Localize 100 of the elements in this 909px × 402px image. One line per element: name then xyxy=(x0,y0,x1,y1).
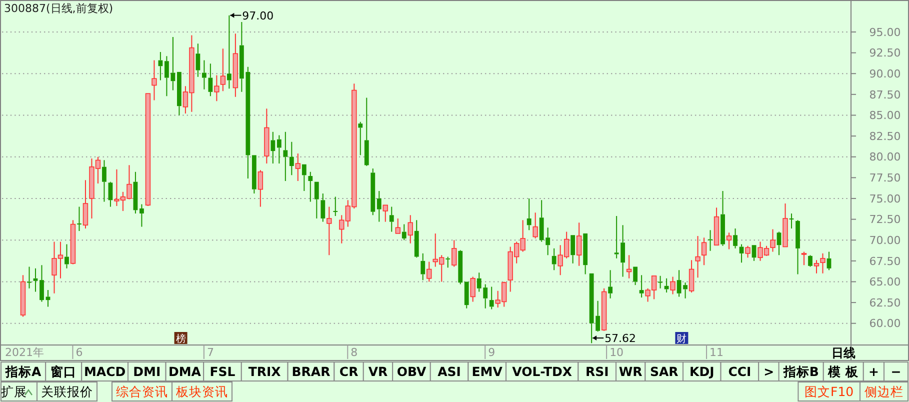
candlestick xyxy=(376,190,382,222)
candlestick xyxy=(714,207,720,246)
x-tick-label: 11 xyxy=(710,346,724,359)
text: MACD xyxy=(84,364,126,379)
y-tick-label: 70.00 xyxy=(869,234,901,247)
candlestick xyxy=(308,171,313,202)
candlestick xyxy=(420,252,426,281)
text: RSI xyxy=(585,364,609,379)
candlestick xyxy=(270,131,276,164)
candlestick xyxy=(232,33,238,98)
y-tick-label: 67.50 xyxy=(869,254,901,268)
candlestick xyxy=(140,204,144,228)
text: CCI xyxy=(728,364,752,379)
candlestick xyxy=(776,231,782,256)
text: VR xyxy=(368,364,388,379)
candlestick xyxy=(389,206,394,232)
candlestick xyxy=(102,160,106,202)
candlestick xyxy=(370,168,376,216)
text: TRIX xyxy=(248,364,282,379)
candlestick xyxy=(326,206,332,256)
text: 综合资讯 xyxy=(116,384,168,399)
y-tick-label: 87.50 xyxy=(869,88,901,102)
candlestick xyxy=(133,171,138,214)
candlestick xyxy=(314,182,319,219)
text: 指标B xyxy=(782,364,819,379)
candlestick xyxy=(145,93,151,206)
candlestick xyxy=(633,266,638,286)
candlestick xyxy=(320,192,326,222)
candlestick xyxy=(295,153,301,182)
text: KDJ xyxy=(690,364,714,379)
candlestick xyxy=(82,180,88,229)
text: > xyxy=(764,364,774,379)
candlestick xyxy=(46,290,50,308)
candlestick xyxy=(608,270,613,299)
y-tick-label: 75.00 xyxy=(869,192,901,206)
candlestick xyxy=(701,237,707,266)
candlestick xyxy=(683,282,688,299)
annotation: 57.62 xyxy=(604,332,636,345)
candlestick xyxy=(214,74,220,102)
tag-badge: 财 xyxy=(675,332,688,345)
text: FSL xyxy=(210,364,236,379)
candlestick xyxy=(458,250,463,285)
text: 图文F10 xyxy=(804,384,854,399)
candlestick xyxy=(464,282,469,309)
tag-badge: 榜 xyxy=(174,332,188,345)
text: 窗口 xyxy=(50,364,77,379)
text: − xyxy=(890,364,902,379)
candlestick xyxy=(64,244,69,269)
candlestick xyxy=(276,134,282,164)
candlestick xyxy=(333,196,338,216)
candlestick xyxy=(676,270,682,298)
candlestick xyxy=(570,235,576,264)
candlestick xyxy=(220,48,226,92)
annotation: 97.00 xyxy=(242,9,274,22)
x-tick-label: 8 xyxy=(350,346,358,359)
candlestick xyxy=(726,232,732,250)
candlestick xyxy=(820,252,826,274)
candlestick xyxy=(670,276,676,295)
candlestick xyxy=(395,218,400,234)
candlestick xyxy=(720,190,725,246)
y-tick-label: 95.00 xyxy=(869,26,901,39)
candlestick xyxy=(358,121,363,156)
candlestick xyxy=(452,240,457,268)
candlestick xyxy=(664,278,669,294)
text: 日线 xyxy=(831,346,856,360)
x-tick-label: 7 xyxy=(206,346,214,359)
candlestick xyxy=(658,275,662,289)
y-tick-label: 65.00 xyxy=(869,276,901,289)
candlestick xyxy=(532,212,538,239)
y-tick-label: 90.00 xyxy=(869,67,901,80)
candlestick xyxy=(489,286,494,310)
candlestick xyxy=(470,276,476,302)
candlestick xyxy=(446,256,450,268)
candlestick xyxy=(402,224,406,241)
candlestick xyxy=(408,214,413,244)
text: 扩展 xyxy=(1,384,27,399)
y-tick-label: 85.00 xyxy=(869,109,901,122)
candlestick xyxy=(196,43,200,78)
text: BRAR xyxy=(292,364,331,379)
candlestick xyxy=(27,266,32,289)
candlestick xyxy=(252,155,256,194)
text: 侧边栏 xyxy=(864,384,904,399)
candlestick xyxy=(20,274,26,318)
candlestick xyxy=(752,245,756,262)
candlestick xyxy=(164,56,169,97)
y-tick-label: 92.50 xyxy=(869,46,901,60)
candlestick xyxy=(152,60,157,101)
candlestick xyxy=(258,170,264,208)
x-tick-label: 10 xyxy=(610,346,624,359)
y-tick-label: 80.00 xyxy=(869,150,901,164)
text: 板块资讯 xyxy=(175,384,228,399)
candlestick xyxy=(289,141,294,176)
candlestick xyxy=(283,131,288,182)
candlestick xyxy=(264,108,270,164)
candlestick xyxy=(695,235,700,278)
candlestick xyxy=(601,288,607,332)
candlestick xyxy=(688,260,694,294)
text: ASI xyxy=(438,364,461,379)
candlestick xyxy=(226,14,232,90)
text: + xyxy=(868,364,879,379)
